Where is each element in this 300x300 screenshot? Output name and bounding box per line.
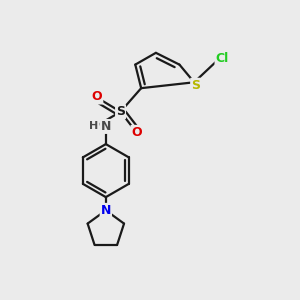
Text: H: H: [89, 122, 99, 131]
Text: S: S: [191, 79, 200, 92]
Text: O: O: [131, 126, 142, 139]
Text: Cl: Cl: [215, 52, 229, 65]
Text: O: O: [92, 91, 102, 103]
Text: S: S: [116, 105, 125, 118]
Text: N: N: [100, 204, 111, 217]
Text: N: N: [100, 120, 111, 133]
